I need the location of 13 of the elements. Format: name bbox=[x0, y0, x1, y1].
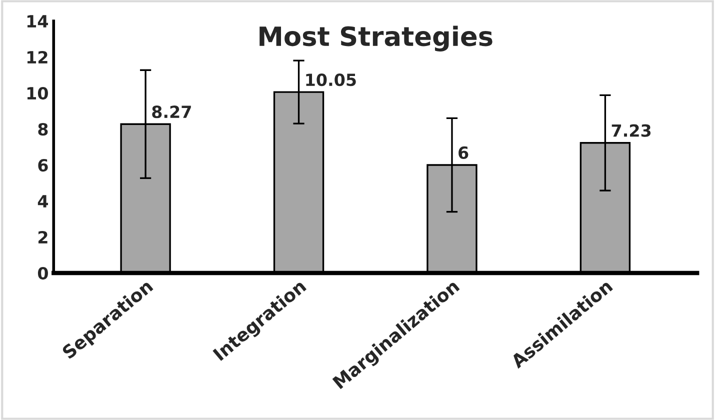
y-tick-label: 8 bbox=[38, 122, 48, 136]
data-label: 6 bbox=[458, 146, 468, 159]
y-tick-label: 0 bbox=[38, 266, 48, 280]
y-tick-label: 14 bbox=[27, 15, 48, 28]
y-tick-label: 10 bbox=[27, 86, 48, 100]
data-label: 7.23 bbox=[612, 124, 651, 137]
data-label: 8.27 bbox=[152, 106, 191, 118]
y-tick-label: 4 bbox=[38, 195, 48, 208]
y-tick-label: 6 bbox=[38, 158, 48, 172]
data-label: 10.05 bbox=[306, 73, 356, 86]
chart-title: Most Strategies bbox=[260, 26, 492, 52]
y-tick-label: 12 bbox=[27, 50, 48, 64]
y-tick-label: 2 bbox=[38, 230, 48, 244]
